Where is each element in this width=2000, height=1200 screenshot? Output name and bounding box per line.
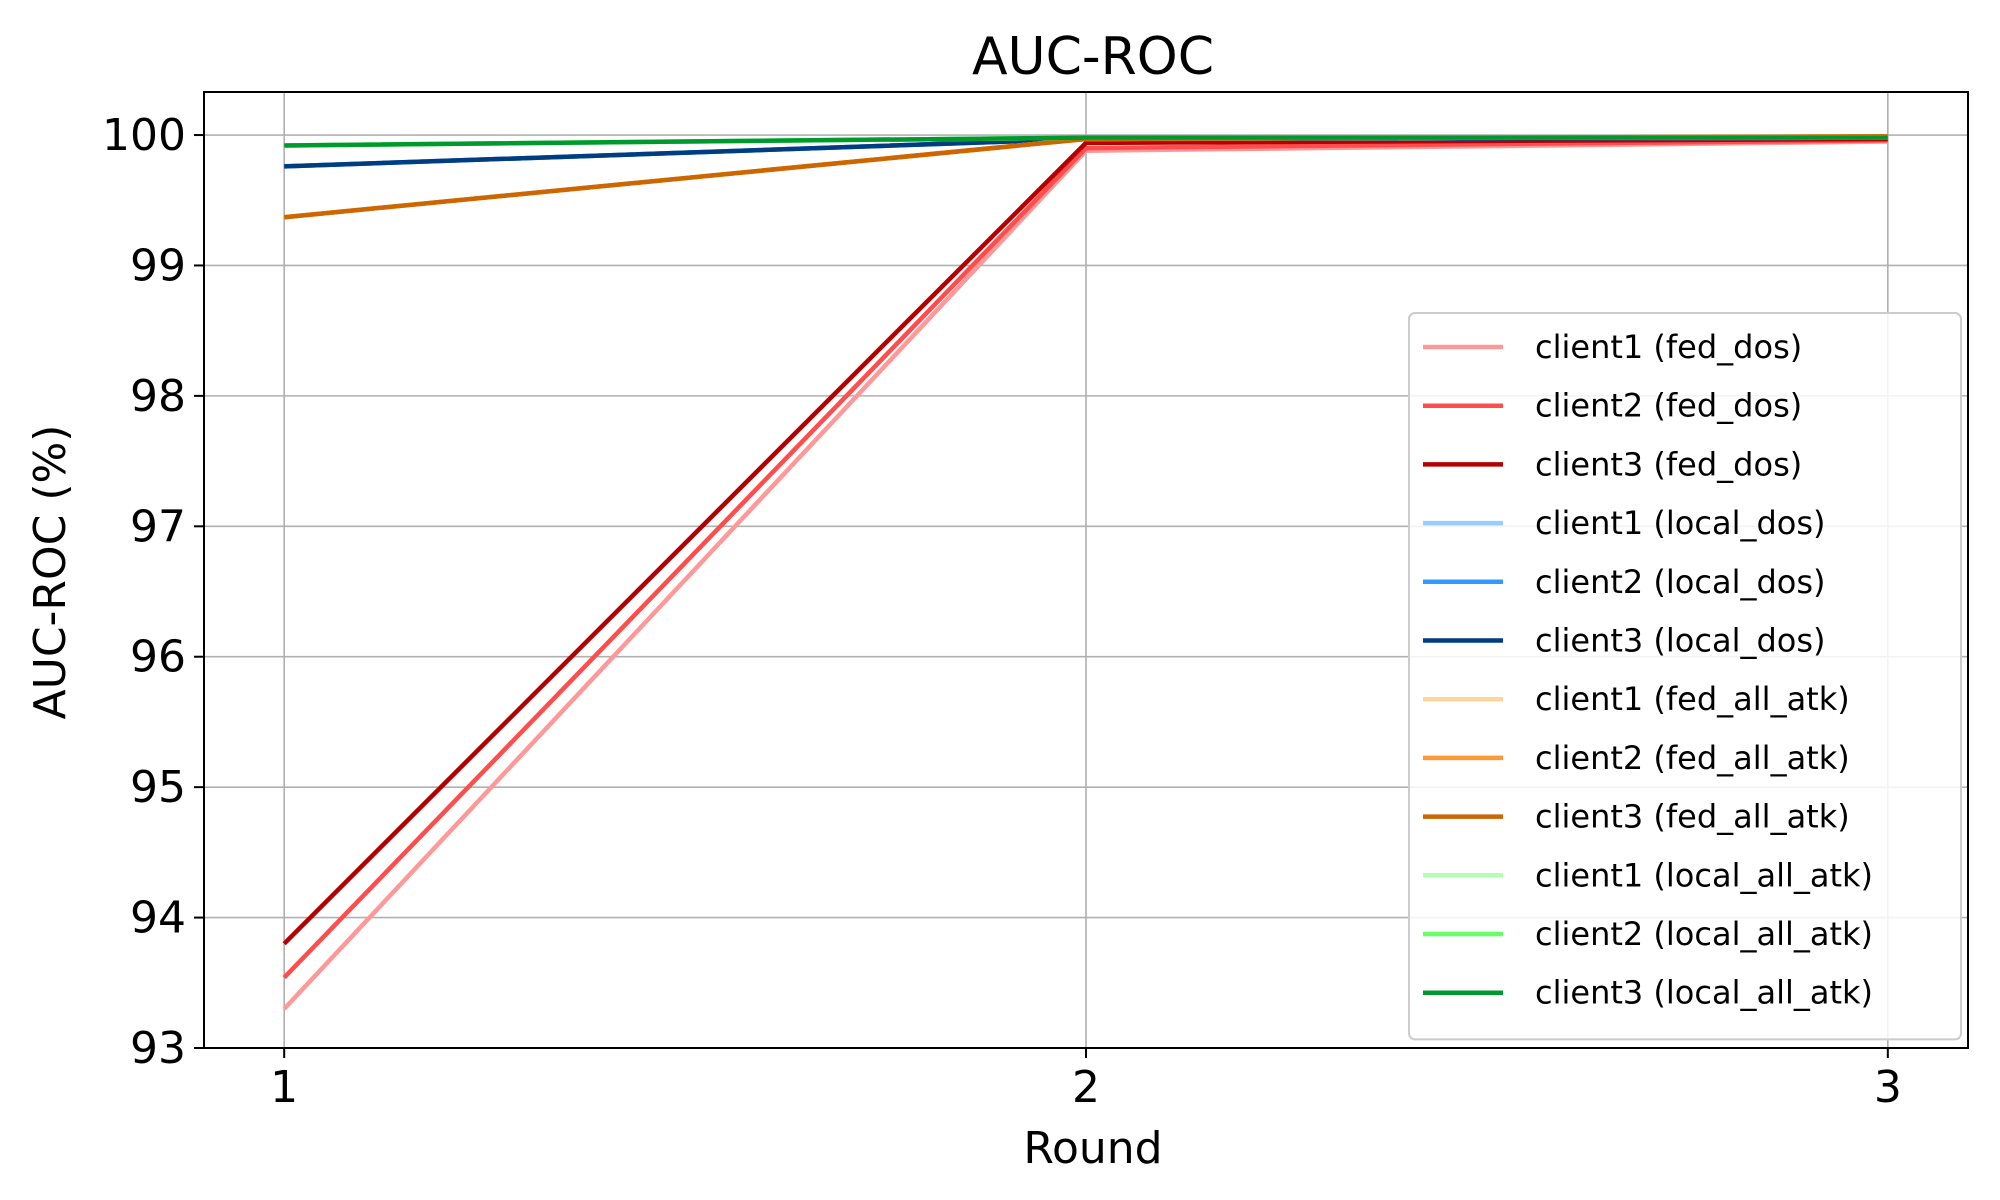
legend-entry: client1 (fed_dos)	[1535, 328, 1802, 366]
x-tick-label: 3	[1874, 1062, 1902, 1113]
legend-entry: client2 (local_dos)	[1535, 563, 1826, 601]
legend-entry: client1 (local_dos)	[1535, 504, 1826, 542]
y-tick-label: 95	[130, 762, 186, 813]
y-tick-label: 98	[130, 371, 186, 422]
series-lines	[282, 134, 1888, 1011]
x-tick-label: 1	[270, 1062, 298, 1113]
y-tick-label: 96	[130, 632, 186, 683]
legend: client1 (fed_dos) client2 (fed_dos)client…	[1408, 312, 1962, 1041]
chart-title: AUC-ROC	[972, 27, 1214, 87]
legend-entry: client1 (local_all_atk)	[1535, 856, 1873, 894]
series-line	[282, 138, 1888, 980]
x-axis-label: Round	[1023, 1123, 1162, 1174]
y-tick-label: 100	[102, 110, 186, 161]
legend-entry: client3 (local_all_atk)	[1535, 974, 1873, 1012]
legend-entry: client3 (local_dos)	[1535, 622, 1826, 660]
legend-entry: client3 (fed_dos)	[1535, 445, 1802, 483]
x-axis: 1 2 3	[270, 1048, 1902, 1113]
series-line	[284, 135, 1888, 148]
legend-entry: client2 (local_all_atk)	[1535, 915, 1873, 953]
legend-entry: client3 (fed_all_atk)	[1535, 798, 1850, 836]
y-tick-label: 94	[130, 893, 186, 944]
x-tick-label: 2	[1072, 1062, 1100, 1113]
legend-entry: client2 (fed_dos)	[1535, 387, 1802, 425]
y-tick-label: 93	[130, 1023, 186, 1074]
y-axis-label: AUC-ROC (%)	[25, 425, 76, 720]
legend-entry: client2 (fed_all_atk)	[1535, 739, 1850, 777]
y-axis: 93 94 95 96 97 98 99 100	[102, 110, 204, 1074]
y-tick-label: 99	[130, 240, 186, 291]
legend-box	[1408, 312, 1962, 1041]
y-tick-label: 97	[130, 501, 186, 552]
legend-entry: client1 (fed_all_atk)	[1535, 680, 1850, 718]
